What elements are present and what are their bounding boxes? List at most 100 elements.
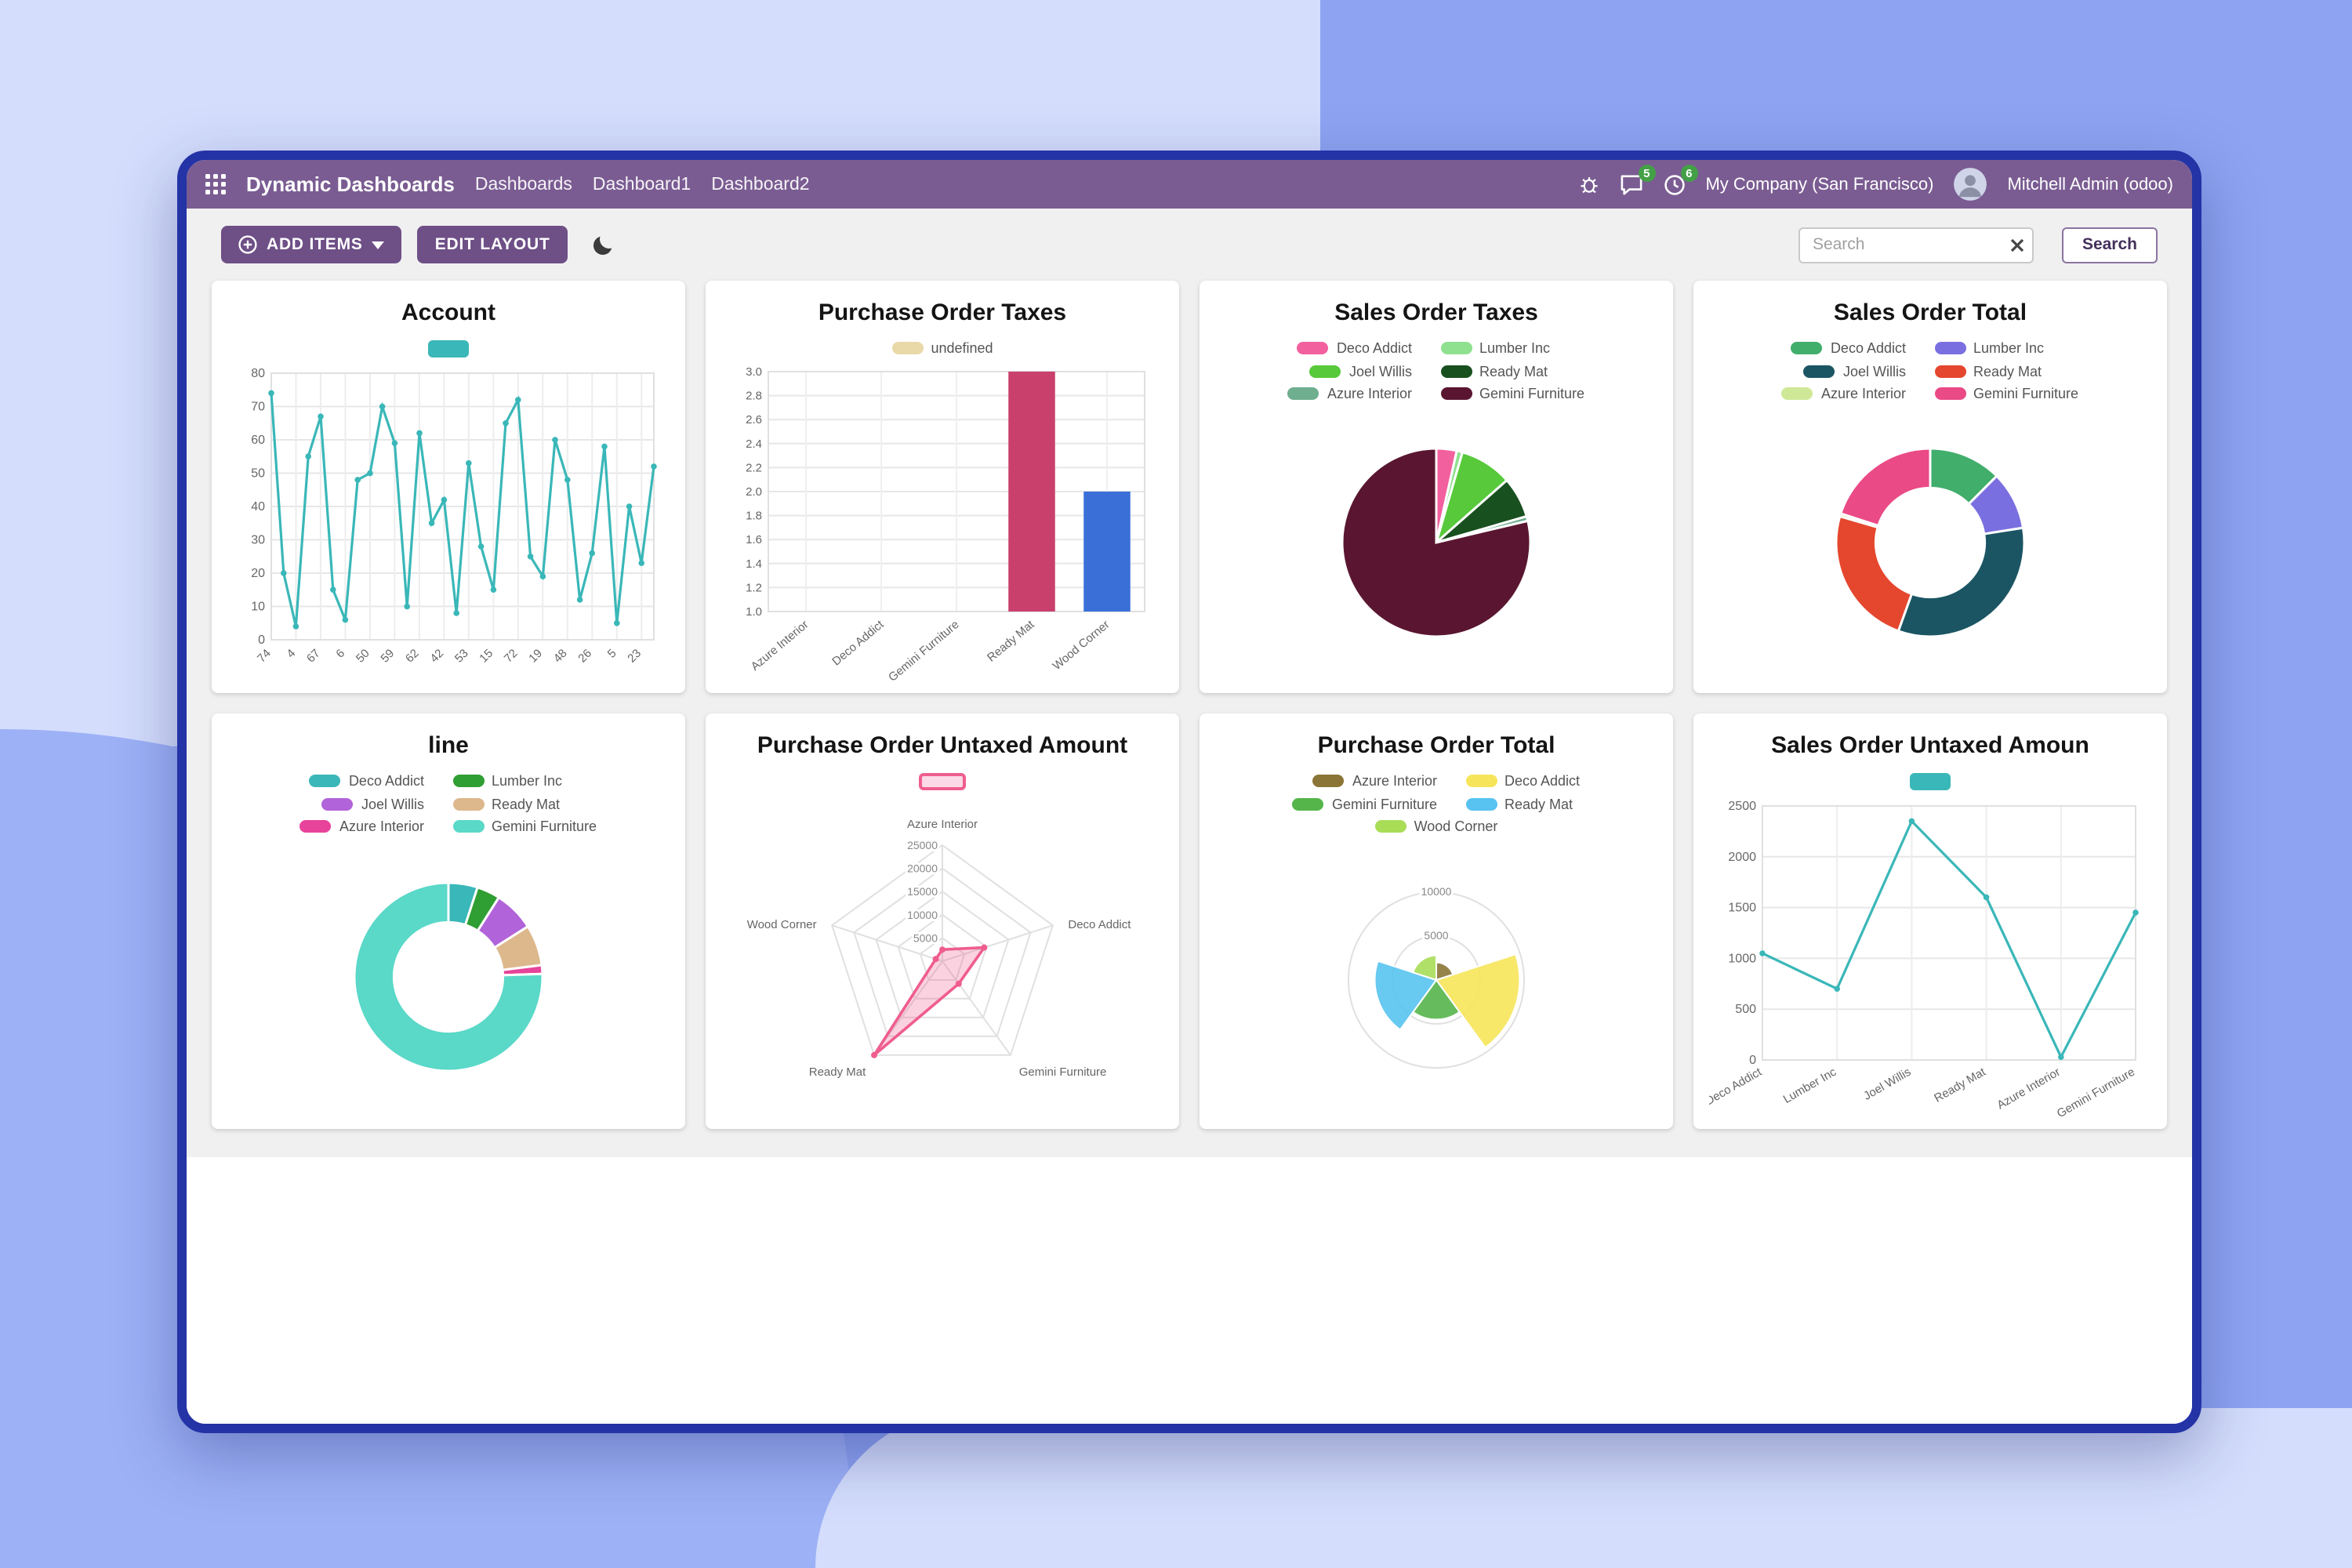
svg-text:Gemini Furniture: Gemini Furniture bbox=[886, 618, 961, 681]
clock-icon[interactable]: 6 bbox=[1663, 164, 1698, 195]
search-button[interactable]: Search bbox=[2061, 227, 2158, 263]
legend-item[interactable]: Lumber Inc bbox=[1440, 340, 1550, 356]
svg-text:5000: 5000 bbox=[913, 931, 938, 944]
legend-item[interactable]: Deco Addict bbox=[309, 773, 424, 789]
legend-swatch bbox=[1934, 365, 1965, 377]
chart-canvas[interactable] bbox=[227, 837, 670, 1116]
legend-label: Lumber Inc bbox=[1479, 340, 1551, 356]
legend-item[interactable]: Azure Interior bbox=[299, 818, 424, 834]
menu-dashboard2[interactable]: Dashboard2 bbox=[711, 175, 810, 194]
dashboard-card: Sales Order Total Deco Addict Lumber Inc J… bbox=[1693, 281, 2167, 693]
legend-item[interactable]: Lumber Inc bbox=[452, 773, 562, 789]
legend-item[interactable]: Gemini Furniture bbox=[1440, 386, 1584, 401]
legend-item[interactable]: Lumber Inc bbox=[1934, 340, 2044, 356]
bug-icon[interactable] bbox=[1578, 174, 1599, 194]
legend-item[interactable]: Deco Addict bbox=[1465, 773, 1580, 789]
legend-label: Joel Willis bbox=[1348, 363, 1412, 379]
svg-text:2.4: 2.4 bbox=[746, 437, 762, 451]
legend-item[interactable]: Ready Mat bbox=[452, 796, 560, 811]
legend-item[interactable]: Ready Mat bbox=[1440, 363, 1548, 379]
legend-swatch bbox=[1791, 342, 1823, 354]
legend-swatch bbox=[1440, 365, 1472, 377]
user-avatar[interactable] bbox=[1954, 168, 1987, 201]
search-box bbox=[1798, 227, 2034, 263]
legend-item[interactable]: Ready Mat bbox=[1465, 796, 1573, 811]
chart-canvas[interactable] bbox=[1709, 405, 2151, 681]
legend-item[interactable]: undefined bbox=[891, 340, 993, 356]
x-clear-icon[interactable] bbox=[2010, 238, 2024, 252]
legend-item[interactable]: Azure Interior bbox=[1287, 386, 1412, 401]
legend-swatch bbox=[1910, 773, 1951, 790]
company-switcher[interactable]: My Company (San Francisco) bbox=[1705, 175, 1934, 194]
svg-text:Ready Mat: Ready Mat bbox=[985, 618, 1037, 665]
chart-canvas[interactable] bbox=[1215, 405, 1657, 681]
svg-text:1.4: 1.4 bbox=[746, 557, 762, 571]
legend-label: Gemini Furniture bbox=[1331, 796, 1437, 811]
legend-item bbox=[919, 773, 966, 790]
legend-item[interactable]: Ready Mat bbox=[1934, 363, 2042, 379]
legend-item[interactable]: Gemini Furniture bbox=[1934, 386, 2078, 401]
chart-canvas[interactable]: 5000 10000 15000 20000 25000 Azure Interior De… bbox=[721, 793, 1163, 1116]
svg-text:50: 50 bbox=[251, 467, 265, 481]
legend-item[interactable]: Gemini Furniture bbox=[1292, 796, 1437, 811]
add-items-button[interactable]: ADD ITEMS bbox=[221, 226, 402, 263]
user-menu[interactable]: Mitchell Admin (odoo) bbox=[2007, 175, 2173, 194]
legend-swatch bbox=[452, 775, 484, 787]
svg-text:Deco Addict: Deco Addict bbox=[1709, 1065, 1765, 1108]
legend-label: Ready Mat bbox=[492, 796, 561, 811]
svg-text:15000: 15000 bbox=[907, 885, 938, 898]
legend-item[interactable]: Gemini Furniture bbox=[452, 818, 597, 834]
chat-bubble-icon[interactable]: 5 bbox=[1619, 164, 1656, 195]
svg-text:72: 72 bbox=[502, 647, 521, 666]
svg-text:3.0: 3.0 bbox=[746, 365, 762, 379]
legend-item[interactable]: Joel Willis bbox=[321, 796, 424, 811]
chart-canvas[interactable]: 0 10 20 30 40 50 60 70 80 74 4 67 6 50 59 62 42 53 15 72 19 4… bbox=[227, 361, 670, 681]
svg-text:500: 500 bbox=[1735, 1003, 1756, 1016]
chart-title: Purchase Order Untaxed Amount bbox=[757, 732, 1128, 759]
apps-grid-icon[interactable] bbox=[205, 174, 226, 194]
legend-label: Azure Interior bbox=[1352, 773, 1437, 789]
plus-circle-icon bbox=[238, 235, 257, 254]
svg-text:1500: 1500 bbox=[1728, 902, 1756, 915]
legend-label: Lumber Inc bbox=[1973, 340, 2045, 356]
menu-dashboards[interactable]: Dashboards bbox=[474, 175, 572, 194]
legend-item[interactable]: Deco Addict bbox=[1791, 340, 1906, 356]
moon-icon[interactable] bbox=[591, 233, 615, 256]
svg-text:Gemini Furniture: Gemini Furniture bbox=[2055, 1065, 2137, 1116]
svg-text:70: 70 bbox=[251, 401, 265, 414]
legend-item[interactable]: Deco Addict bbox=[1297, 340, 1412, 356]
legend-item[interactable]: Joel Willis bbox=[1309, 363, 1412, 379]
legend-item[interactable]: Azure Interior bbox=[1312, 773, 1437, 789]
search-input[interactable] bbox=[1798, 227, 2034, 263]
svg-text:67: 67 bbox=[304, 647, 323, 666]
svg-text:0: 0 bbox=[258, 633, 265, 647]
content-empty-area bbox=[187, 1157, 2192, 1424]
legend-item[interactable]: Joel Willis bbox=[1803, 363, 1906, 379]
dashboard-card: Account 0 10 20 30 40 50 60 70 80 74 4 67 6 50 59 62 42 5… bbox=[212, 281, 685, 693]
svg-text:40: 40 bbox=[251, 500, 265, 514]
chart-legend: Deco Addict Lumber Inc Joel Willis Ready Ma… bbox=[227, 773, 670, 834]
legend-swatch bbox=[919, 773, 966, 790]
svg-text:Wood Corner: Wood Corner bbox=[1051, 618, 1112, 673]
legend-item[interactable]: Wood Corner bbox=[1374, 818, 1497, 834]
legend-label: Joel Willis bbox=[361, 796, 424, 811]
chart-title: line bbox=[428, 732, 469, 759]
legend-label: Azure Interior bbox=[1820, 386, 1906, 401]
chart-canvas[interactable]: 1.0 1.2 1.4 1.6 1.8 2.0 2.2 2.4 2.6 2.8 3.0 Azure I… bbox=[721, 359, 1163, 681]
chart-title: Purchase Order Total bbox=[1317, 732, 1555, 759]
navbar-systray: 5 6 My Company (San Francisco) Mitchell … bbox=[1578, 164, 2173, 201]
svg-text:Azure Interior: Azure Interior bbox=[1994, 1065, 2062, 1112]
edit-layout-button[interactable]: EDIT LAYOUT bbox=[417, 226, 568, 263]
app-window: Dynamic Dashboards Dashboards Dashboard1… bbox=[177, 151, 2201, 1433]
chart-canvas[interactable]: 0 500 1000 1500 2000 2500 Deco Addict Lumber In… bbox=[1709, 793, 2151, 1116]
legend-swatch bbox=[309, 775, 341, 787]
app-title[interactable]: Dynamic Dashboards bbox=[246, 172, 455, 196]
menu-dashboard1[interactable]: Dashboard1 bbox=[592, 175, 691, 194]
add-items-label: ADD ITEMS bbox=[267, 235, 363, 254]
chart-title: Purchase Order Taxes bbox=[818, 299, 1067, 326]
svg-text:10000: 10000 bbox=[1421, 885, 1452, 898]
legend-item[interactable]: Azure Interior bbox=[1781, 386, 1906, 401]
caret-down-icon bbox=[372, 241, 385, 249]
legend-swatch bbox=[428, 340, 469, 358]
chart-canvas[interactable]: 5000 10000 bbox=[1215, 837, 1657, 1116]
